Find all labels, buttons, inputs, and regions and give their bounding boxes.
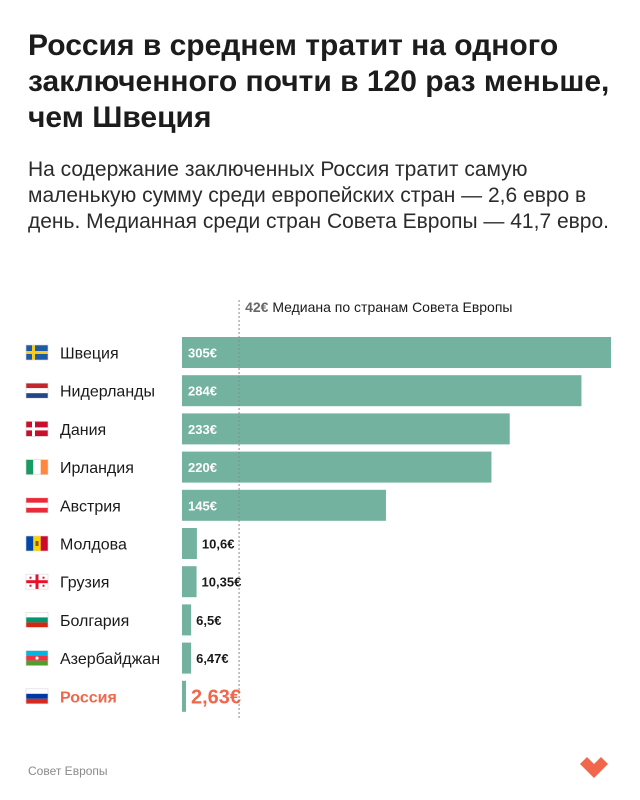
moldova-flag-icon (25, 535, 49, 552)
bar (182, 413, 510, 445)
value-label: 220€ (188, 460, 217, 475)
bar (182, 604, 192, 636)
value-label: 284€ (188, 384, 217, 399)
median-text-label: Медиана по странам Совета Европы (272, 299, 512, 315)
flag-part (26, 617, 48, 623)
category-label: Болгария (60, 613, 129, 630)
value-label: 2,63€ (191, 686, 241, 708)
page-title: Россия в среднем тратит на одного заключ… (28, 29, 610, 134)
flag-part (26, 502, 48, 508)
flag-border (25, 421, 49, 437)
value-label: 10,6€ (202, 537, 235, 552)
bar-row-0: Швеция 305€ (25, 337, 611, 368)
flag-part (26, 622, 48, 628)
flag-part (26, 650, 48, 656)
azerbaijan-flag-icon (25, 650, 49, 666)
value-label: 233€ (188, 422, 217, 437)
georgia-flag-icon (25, 573, 49, 590)
flag-part (26, 459, 34, 475)
value-label: 305€ (188, 346, 217, 361)
flag-border (25, 573, 49, 590)
value-label: 10,35€ (202, 575, 242, 590)
flag-border (25, 382, 49, 399)
flag-part (26, 427, 48, 431)
bar-row-6: Грузия 10,35€ (25, 566, 242, 598)
bar-row-8: Азербайджан 6,47€ (25, 642, 229, 674)
bar-row-3: Ирландия 220€ (25, 451, 492, 483)
bar (182, 337, 611, 368)
flag-part (26, 693, 48, 699)
flag-part (26, 660, 48, 666)
page-subtitle: На содержание заключенных Россия тратит … (28, 158, 609, 233)
ireland-flag-icon (25, 459, 49, 475)
bar-row-5: Молдова 10,6€ (25, 528, 235, 559)
flag-part (26, 393, 48, 399)
flag-border (25, 535, 49, 552)
category-label: Нидерланды (60, 384, 155, 401)
bar-row-9: Россия 2,63€ (25, 680, 241, 712)
flag-part (26, 383, 48, 389)
category-label: Дания (60, 422, 106, 439)
flag-part (26, 536, 34, 551)
netherlands-flag-icon (25, 382, 49, 399)
flag-part (26, 698, 48, 704)
flag-part (26, 388, 48, 394)
bar (182, 680, 186, 712)
bar (182, 528, 197, 559)
bulgaria-flag-icon (25, 612, 49, 628)
flag-part (33, 459, 41, 475)
denmark-flag-icon (25, 421, 49, 437)
category-label: Швеция (60, 346, 119, 363)
category-label: Молдова (60, 537, 127, 554)
flag-border (25, 688, 49, 705)
bar (182, 375, 582, 407)
flag-part (40, 536, 48, 551)
flag-part (26, 688, 48, 694)
category-label: Россия (60, 689, 117, 706)
flag-part (42, 584, 45, 587)
value-label: 145€ (188, 498, 217, 513)
flag-border (25, 612, 49, 628)
category-label: Грузия (60, 575, 109, 592)
flag-part (29, 584, 32, 587)
flag-part (26, 612, 48, 618)
flag-part (26, 351, 48, 354)
austria-flag-icon (25, 497, 49, 514)
bar-row-4: Австрия 145€ (25, 489, 386, 521)
flag-border (25, 497, 49, 514)
flag-part (35, 541, 39, 546)
bar (182, 642, 192, 674)
median-value-label: 42€ (245, 299, 272, 315)
flag-part (26, 507, 48, 513)
bar (182, 451, 492, 483)
category-label: Азербайджан (60, 651, 160, 668)
category-label: Ирландия (60, 460, 134, 477)
flag-part (29, 576, 32, 579)
bar-chart: Швеция 305€ Нидерланды 284€ Дания 233€ Ирланди… (25, 299, 611, 720)
bar-row-7: Болгария 6,5€ (25, 604, 221, 636)
flag-border (25, 344, 49, 361)
value-label: 6,47€ (196, 651, 229, 666)
bar (182, 566, 197, 598)
flag-part (42, 576, 45, 579)
flag-part (26, 497, 48, 503)
bar (182, 489, 386, 521)
flag-part (40, 459, 48, 475)
flag-border (25, 459, 49, 475)
source-label: Совет Европы (28, 764, 108, 778)
flag-part (26, 580, 48, 584)
heart-logo-icon (580, 757, 608, 778)
bar-row-2: Дания 233€ (25, 413, 510, 445)
flag-border (25, 650, 49, 666)
sweden-flag-icon (25, 344, 49, 361)
value-label: 6,5€ (196, 613, 221, 628)
flag-part (35, 656, 39, 660)
category-label: Австрия (60, 498, 121, 515)
russia-flag-icon (25, 688, 49, 705)
median-label: 42€ Медиана по странам Совета Европы (245, 299, 512, 315)
bar-row-1: Нидерланды 284€ (25, 375, 582, 407)
